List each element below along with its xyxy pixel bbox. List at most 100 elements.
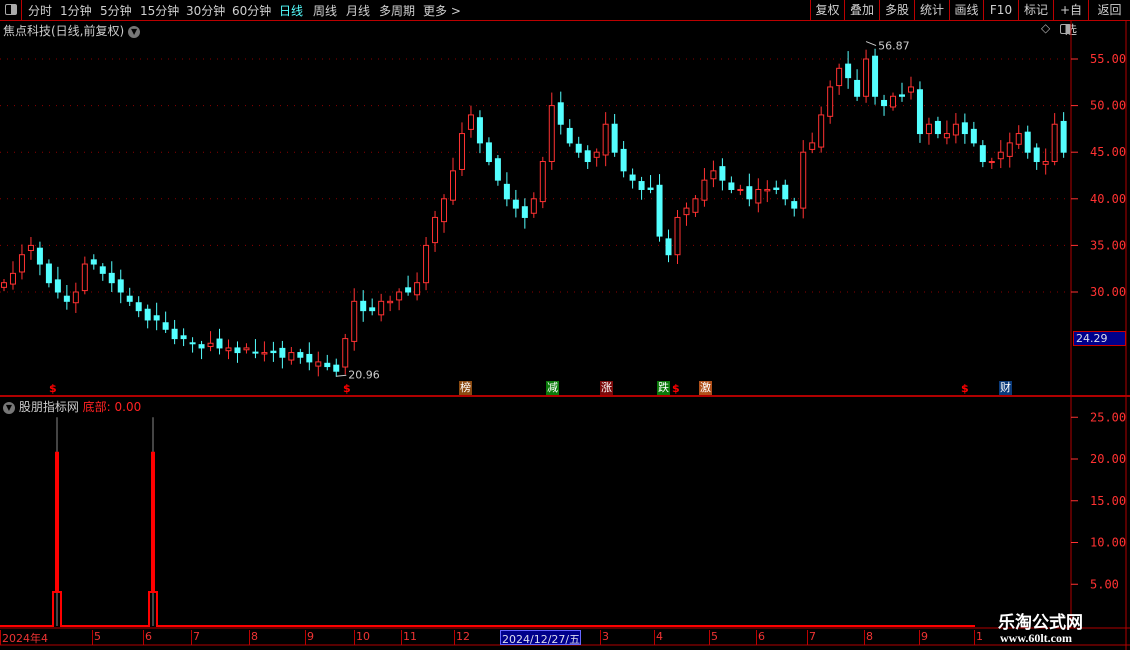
candle-body xyxy=(36,247,43,265)
candle-body xyxy=(270,350,277,354)
high-price-label: 56.87 xyxy=(878,40,910,53)
candle-body xyxy=(952,123,959,136)
toolbar-button-4[interactable]: 画线 xyxy=(949,0,983,20)
period-tab-2[interactable]: 5分钟 xyxy=(100,4,132,18)
candle-body xyxy=(432,216,439,244)
event-marker[interactable]: 财 xyxy=(999,381,1012,395)
candle-body xyxy=(1033,147,1040,163)
layout-toggle-button[interactable] xyxy=(0,0,22,20)
candle-body xyxy=(728,182,735,190)
toolbar-button-2[interactable]: 多股 xyxy=(879,0,914,20)
candle-body xyxy=(539,161,546,203)
period-tab-7[interactable]: 周线 xyxy=(313,4,338,18)
candle-body xyxy=(683,207,690,216)
dollar-marker-icon[interactable]: $ xyxy=(49,382,57,395)
candle-body xyxy=(494,158,501,181)
toolbar-button-1[interactable]: 叠加 xyxy=(844,0,879,20)
candle-body xyxy=(351,300,358,342)
candle-body xyxy=(1060,120,1067,153)
candle-body xyxy=(943,133,950,139)
candle-body xyxy=(369,307,376,312)
candle-body xyxy=(180,335,187,340)
candle-body xyxy=(54,279,61,293)
candle-body xyxy=(1015,133,1022,145)
stock-title: 焦点科技(日线,前复权) xyxy=(3,24,125,38)
candle-body xyxy=(144,308,151,321)
candle-body xyxy=(836,67,843,87)
period-tab-6[interactable]: 日线 xyxy=(279,4,304,18)
candle-body xyxy=(602,123,609,156)
time-tick-label: 6 xyxy=(143,630,152,645)
period-tab-1[interactable]: 1分钟 xyxy=(60,4,92,18)
dollar-marker-icon[interactable]: $ xyxy=(961,382,969,395)
chevron-down-icon[interactable]: ▼ xyxy=(128,25,141,38)
candle-body xyxy=(153,315,160,321)
toolbar-button-5[interactable]: F10 xyxy=(983,0,1018,20)
indicator-tick-label: 15.00 xyxy=(1090,494,1126,508)
candle-body xyxy=(611,123,618,153)
chevron-down-icon[interactable]: ▼ xyxy=(3,401,15,414)
event-marker[interactable]: 跌 xyxy=(657,381,670,395)
candle-body xyxy=(18,254,25,273)
period-tab-3[interactable]: 15分钟 xyxy=(140,4,180,18)
candle-body xyxy=(620,148,627,172)
toolbar-button-6[interactable]: 标记 xyxy=(1018,0,1053,20)
period-tab-4[interactable]: 30分钟 xyxy=(186,4,226,18)
dollar-marker-icon[interactable]: $ xyxy=(343,382,351,395)
low-price-label: 20.96 xyxy=(348,368,380,381)
candle-body xyxy=(423,244,430,284)
main-chart-title: 焦点科技(日线,前复权) ▼ xyxy=(3,22,141,39)
candle-body xyxy=(485,142,492,163)
price-tick-label: 45.00 xyxy=(1090,145,1126,159)
event-marker[interactable]: 减 xyxy=(546,381,559,395)
indicator-tick-label: 20.00 xyxy=(1090,452,1126,466)
candle-body xyxy=(656,184,663,237)
current-price-label: 24.29 xyxy=(1073,331,1126,346)
candle-body xyxy=(225,347,232,352)
period-tab-8[interactable]: 月线 xyxy=(346,4,371,18)
event-marker[interactable]: 涨 xyxy=(600,381,613,395)
candle-body xyxy=(719,166,726,181)
candle-body xyxy=(117,279,124,293)
candle-body xyxy=(629,174,636,181)
diamond-icon[interactable]: ◇ xyxy=(1041,21,1051,35)
time-tick-label: 8 xyxy=(864,630,873,645)
period-tab-0[interactable]: 分时 xyxy=(28,4,53,18)
high-pointer xyxy=(865,41,877,47)
watermark-title: 乐淘公式网 xyxy=(998,613,1083,633)
candle-body xyxy=(27,244,34,252)
candle-body xyxy=(234,347,241,354)
toolbar-button-3[interactable]: 统计 xyxy=(914,0,949,20)
toolbar-button-0[interactable]: 复权 xyxy=(810,0,844,20)
candle-body xyxy=(171,328,178,340)
event-marker[interactable]: 榜 xyxy=(459,381,472,395)
candle-body xyxy=(845,63,852,79)
period-tab-10[interactable]: 更多 > xyxy=(423,4,461,18)
period-tab-9[interactable]: 多周期 xyxy=(379,4,416,18)
candle-body xyxy=(252,351,259,354)
candle-body xyxy=(890,95,897,108)
period-tab-5[interactable]: 60分钟 xyxy=(232,4,272,18)
candle-body xyxy=(198,344,205,349)
watermark-url: www.60lt.com xyxy=(1000,631,1072,645)
time-tick-label: 5 xyxy=(709,630,718,645)
indicator-tick-label: 10.00 xyxy=(1090,536,1126,550)
time-tick-label: 7 xyxy=(807,630,816,645)
price-tick-label: 40.00 xyxy=(1090,192,1126,206)
candle-body xyxy=(916,89,923,135)
candle-body xyxy=(162,322,169,330)
event-marker[interactable]: 激 xyxy=(699,381,712,395)
price-tick-label: 55.00 xyxy=(1090,52,1126,66)
toolbar-button-8[interactable]: 返回 xyxy=(1088,0,1130,20)
candle-body xyxy=(584,150,591,163)
candle-body xyxy=(638,181,645,190)
candle-body xyxy=(1006,142,1013,157)
time-tick-label: 3 xyxy=(600,630,609,645)
dollar-marker-icon[interactable]: $ xyxy=(672,382,680,395)
candle-body xyxy=(458,133,465,170)
candle-body xyxy=(1,282,7,288)
time-tick-label: 11 xyxy=(401,630,417,645)
candle-body xyxy=(72,291,79,304)
candle-body xyxy=(324,362,331,368)
